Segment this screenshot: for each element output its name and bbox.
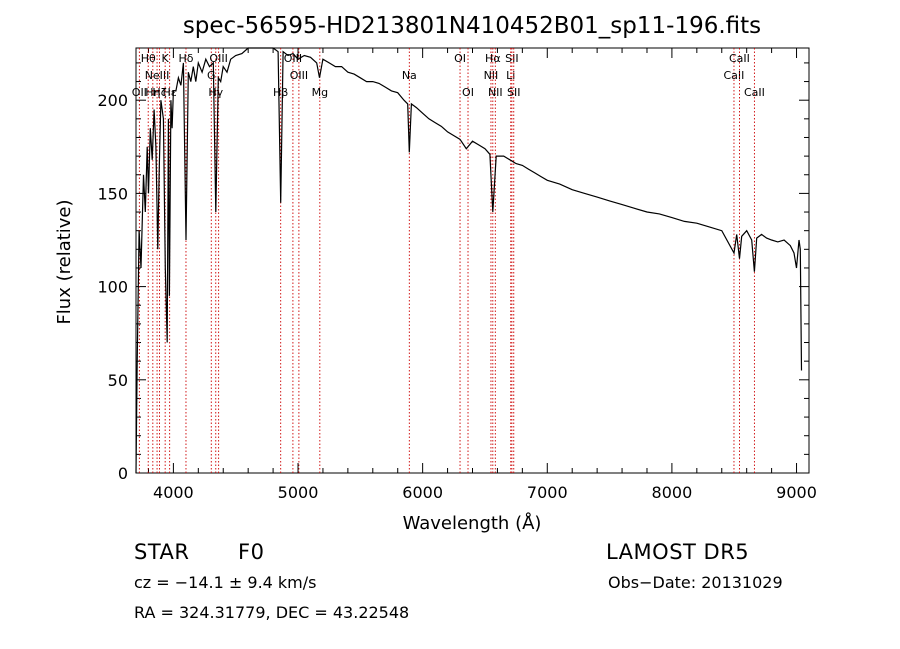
spectral-line-label: OII <box>132 86 147 99</box>
x-tick-label: 9000 <box>776 483 817 502</box>
spectral-line-label: G <box>207 69 216 82</box>
spectral-line-label: CaII <box>729 52 750 65</box>
spectral-line-label: K <box>162 52 170 65</box>
spectral-line-label: Hθ <box>141 52 156 65</box>
object-class: STAR <box>134 540 190 564</box>
spectral-line-label: OI <box>454 52 466 65</box>
x-axis-label: Wavelength (Å) <box>403 512 542 534</box>
x-tick-label: 7000 <box>527 483 568 502</box>
spectral-line-label: Hγ <box>208 86 223 99</box>
spectral-line-label: NII <box>488 86 503 99</box>
y-tick-label: 200 <box>97 91 128 110</box>
spectral-line-label: SII <box>505 52 518 65</box>
y-axis: 0 50 100 150 200 <box>97 62 809 483</box>
redshift-cz: cz = −14.1 ± 9.4 km/s <box>134 573 317 592</box>
observation-date: Obs−Date: 20131029 <box>608 573 783 592</box>
spectrum-line <box>135 47 803 474</box>
x-axis: 4000 5000 6000 7000 8000 9000 <box>147 48 817 502</box>
spectral-line-label: Na <box>402 69 417 82</box>
y-tick-label: 0 <box>118 464 128 483</box>
spectral-line-label: NII <box>484 69 499 82</box>
spectral-line-label: Hβ <box>273 86 288 99</box>
survey-name: LAMOST DR5 <box>606 540 750 564</box>
y-tick-label: 100 <box>97 278 128 297</box>
y-tick-label: 50 <box>108 371 128 390</box>
spectral-line-label: Hζ <box>152 86 166 99</box>
spectral-line-label: OIII <box>209 52 227 65</box>
spectral-line-label: CaII <box>744 86 765 99</box>
x-tick-label: 5000 <box>278 483 319 502</box>
plot-frame <box>135 47 810 474</box>
spectral-line-label: SII <box>507 86 520 99</box>
y-axis-label: Flux (relative) <box>54 199 75 324</box>
spectral-line-label: Li <box>506 69 515 82</box>
chart-title: spec-56595-HD213801N410452B01_sp11-196.f… <box>183 13 761 39</box>
spectral-line-label: OIII <box>290 69 308 82</box>
x-tick-label: 4000 <box>153 483 194 502</box>
spectral-line-label: OI <box>462 86 474 99</box>
spectral-line-markers: OIIHθHηNeIIIHζKHεHδGHγOIIIHβOIIIOIIIMgNa… <box>132 48 765 473</box>
spectral-line-label: Hα <box>485 52 501 65</box>
spectral-line-label: Hδ <box>178 52 193 65</box>
spectral-line-label: NeIII <box>145 69 170 82</box>
object-subclass: F0 <box>238 540 265 564</box>
spectral-line-label: CaII <box>724 69 745 82</box>
spectral-line-label: Hη <box>145 86 160 99</box>
x-tick-label: 6000 <box>402 483 443 502</box>
x-tick-label: 8000 <box>652 483 693 502</box>
coordinates: RA = 324.31779, DEC = 43.22548 <box>134 603 410 622</box>
spectral-line-label: Mg <box>312 86 328 99</box>
spectral-line-label: Hε <box>163 86 177 99</box>
y-tick-label: 150 <box>97 184 128 203</box>
